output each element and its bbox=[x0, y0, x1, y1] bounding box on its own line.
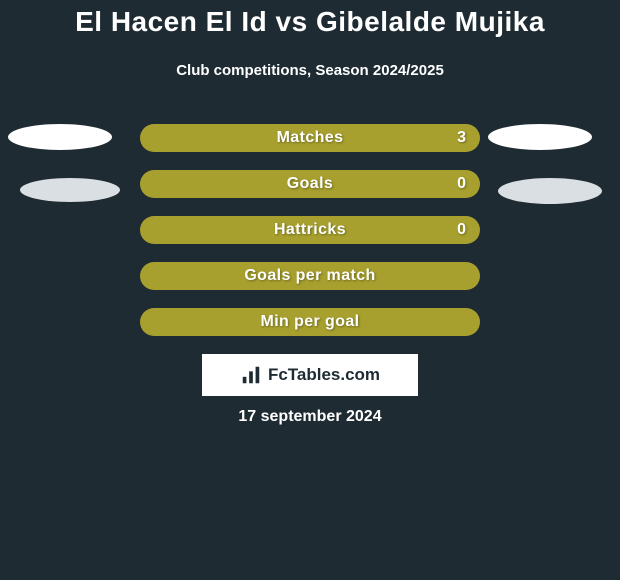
left-ellipse-2 bbox=[20, 178, 120, 202]
brand-badge: FcTables.com bbox=[202, 354, 418, 396]
date-line: 17 september 2024 bbox=[0, 408, 620, 426]
stat-label: Min per goal bbox=[260, 313, 359, 331]
comparison-infographic: El Hacen El Id vs Gibelalde Mujika Club … bbox=[0, 0, 620, 580]
stat-value: 0 bbox=[457, 170, 466, 198]
stat-label: Hattricks bbox=[274, 221, 346, 239]
stat-bar: Matches 3 bbox=[140, 124, 480, 152]
stat-label: Goals bbox=[287, 175, 333, 193]
stat-bar: Min per goal bbox=[140, 308, 480, 336]
stat-value: 0 bbox=[457, 216, 466, 244]
stat-bar: Goals 0 bbox=[140, 170, 480, 198]
stat-bar: Hattricks 0 bbox=[140, 216, 480, 244]
brand-text: FcTables.com bbox=[268, 365, 380, 385]
page-title: El Hacen El Id vs Gibelalde Mujika bbox=[0, 6, 620, 38]
stat-label: Matches bbox=[277, 129, 344, 147]
right-ellipse-2 bbox=[498, 178, 602, 204]
stat-value: 3 bbox=[457, 124, 466, 152]
subtitle: Club competitions, Season 2024/2025 bbox=[0, 62, 620, 79]
stat-bar: Goals per match bbox=[140, 262, 480, 290]
right-ellipse-1 bbox=[488, 124, 592, 150]
bar-chart-icon bbox=[240, 364, 262, 386]
stat-label: Goals per match bbox=[244, 267, 375, 285]
left-ellipse-1 bbox=[8, 124, 112, 150]
